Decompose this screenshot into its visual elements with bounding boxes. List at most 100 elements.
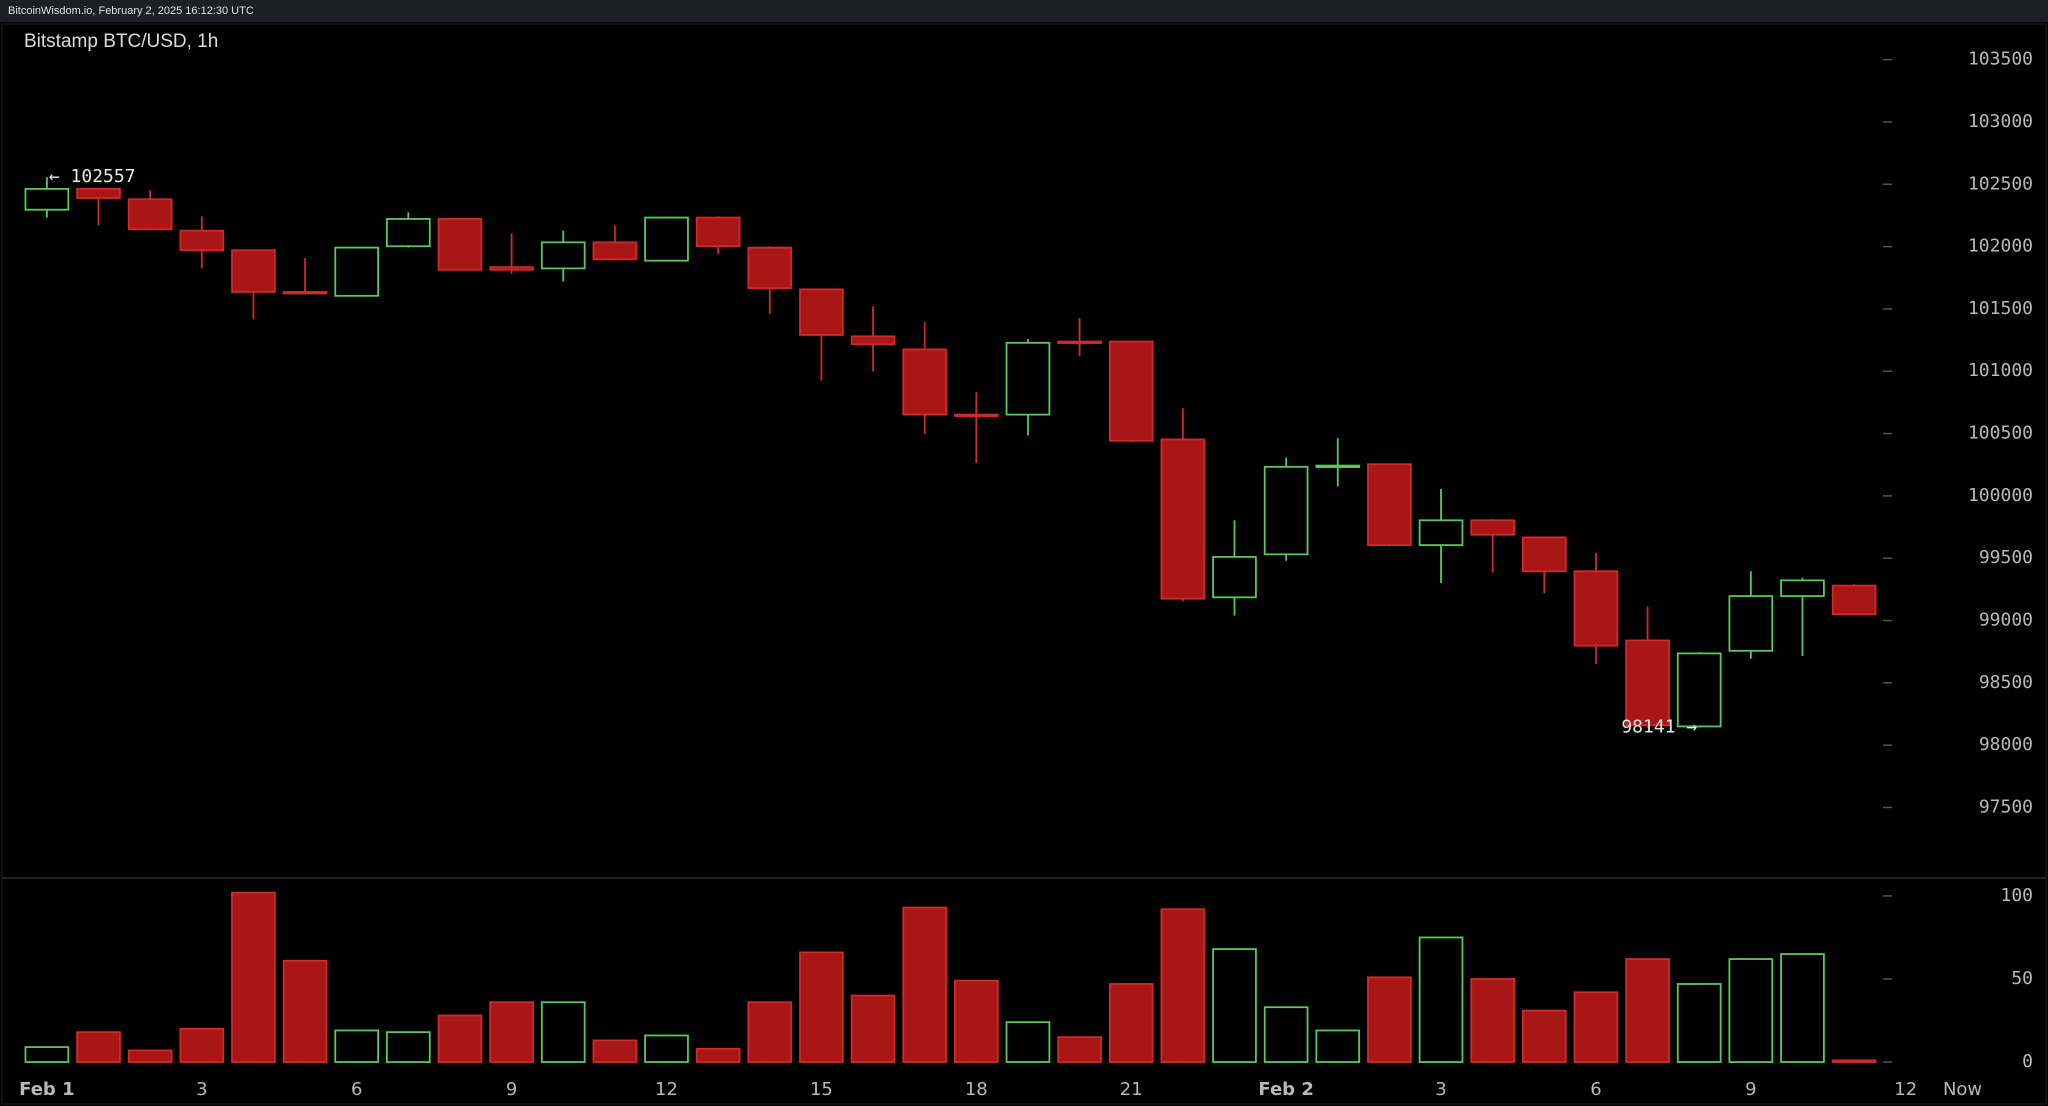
volume-bar (644, 1034, 689, 1063)
candle-body (695, 216, 741, 248)
volume-bar (179, 1027, 225, 1063)
candle-body (592, 241, 638, 261)
annotation: ← 102557 (49, 166, 136, 187)
volume-bar (1263, 1006, 1309, 1063)
candle-body (489, 266, 534, 271)
x-tick-label: 6 (351, 1079, 362, 1100)
y-tick-label: 0 (2022, 1051, 2033, 1072)
y-tick-label: 100500 (1968, 423, 2033, 444)
x-tick-label: 9 (1745, 1079, 1756, 1100)
candle-body (540, 241, 586, 270)
volume-bar (799, 951, 844, 1063)
x-tick-label: Now (1943, 1079, 1982, 1100)
x-tick-label: Feb 2 (1258, 1079, 1313, 1100)
volume-bar (24, 1046, 70, 1063)
frame (1, 23, 2047, 1105)
candle-body (231, 249, 276, 293)
y-tick-label: 98500 (1979, 672, 2033, 693)
y-tick-label: 102000 (1968, 236, 2033, 257)
candle-body (1728, 595, 1774, 652)
candle-body (1315, 464, 1361, 468)
candle-body (1573, 570, 1619, 647)
x-tick-label: 3 (1435, 1079, 1446, 1100)
volume-bar (76, 1031, 121, 1063)
candle-body (1108, 340, 1154, 442)
volume-bar (1780, 953, 1825, 1063)
candle-body (799, 288, 844, 336)
volume-bar (386, 1031, 431, 1063)
candle-body (76, 187, 121, 199)
volume-bar (1625, 958, 1670, 1063)
candle-body (179, 229, 225, 252)
volume-bar (1418, 936, 1464, 1063)
volume-bar (1470, 978, 1515, 1063)
volume-bar (1573, 991, 1619, 1063)
y-tick-label: 103000 (1968, 111, 2033, 132)
candle-body (1676, 652, 1722, 728)
source-header: BitcoinWisdom.io, February 2, 2025 16:12… (8, 5, 254, 17)
y-tick-label: 97500 (1979, 796, 2033, 817)
y-tick-label: 99000 (1979, 610, 2033, 631)
candle-body (1470, 519, 1515, 536)
annotation: 98141 → (1621, 717, 1697, 738)
candle-body (1057, 340, 1102, 344)
volume-bar (850, 994, 896, 1063)
candle-body (1625, 639, 1670, 727)
y-tick-label: 50 (2011, 968, 2033, 989)
volume-bar (1831, 1059, 1877, 1063)
volume-bar (1728, 958, 1774, 1063)
volume-bar (1108, 983, 1154, 1063)
y-tick-label: 99500 (1979, 547, 2033, 568)
x-tick-label: 12 (655, 1079, 678, 1100)
x-tick-label: 6 (1590, 1079, 1601, 1100)
volume-bar (1160, 908, 1206, 1063)
candle-body (1367, 463, 1412, 546)
candle-body (1521, 536, 1567, 573)
y-tick-label: 100000 (1968, 485, 2033, 506)
candle-body (1831, 584, 1877, 616)
header-bar (0, 0, 2048, 22)
candle-body (24, 187, 70, 211)
y-tick-label: 103500 (1968, 49, 2033, 70)
candle-body (334, 246, 380, 297)
x-tick-label: 12 (1894, 1079, 1917, 1100)
y-tick-label: 101500 (1968, 298, 2033, 319)
candle-body (1780, 579, 1825, 597)
volume-bar (695, 1047, 741, 1063)
volume-bar (540, 1001, 586, 1063)
volume-bar (1057, 1036, 1102, 1063)
volume-bar (592, 1039, 638, 1063)
candle-body (1005, 341, 1051, 416)
volume-bar (1676, 983, 1722, 1063)
x-tick-label: 15 (810, 1079, 833, 1100)
candle-body (1160, 438, 1206, 600)
y-tick-label: 100 (2000, 885, 2033, 906)
volume-bar (902, 906, 948, 1063)
candle-body (386, 218, 431, 248)
x-tick-label: Feb 1 (19, 1079, 74, 1100)
volume-bar (437, 1014, 483, 1063)
volume-bar (1005, 1021, 1051, 1063)
volume-bar (127, 1049, 173, 1063)
volume-bar (1521, 1009, 1567, 1063)
candle-body (1212, 556, 1257, 599)
candle-body (644, 216, 689, 262)
volume-bar (489, 1001, 534, 1063)
candle-body (850, 335, 896, 346)
x-tick-label: 18 (965, 1079, 988, 1100)
y-tick-label: 98000 (1979, 734, 2033, 755)
volume-bar (282, 959, 328, 1063)
chart-title: Bitstamp BTC/USD, 1h (24, 31, 218, 52)
x-tick-label: 3 (196, 1079, 207, 1100)
volume-bar (747, 1001, 793, 1063)
candle-body (953, 413, 999, 418)
volume-bar (1367, 976, 1412, 1063)
candle-body (437, 218, 483, 271)
x-tick-label: 21 (1120, 1079, 1143, 1100)
candle-body (1418, 519, 1464, 546)
volume-bar (953, 979, 999, 1063)
volume-bar (231, 891, 276, 1063)
candle-body (902, 348, 948, 416)
candle-body (1263, 465, 1309, 556)
